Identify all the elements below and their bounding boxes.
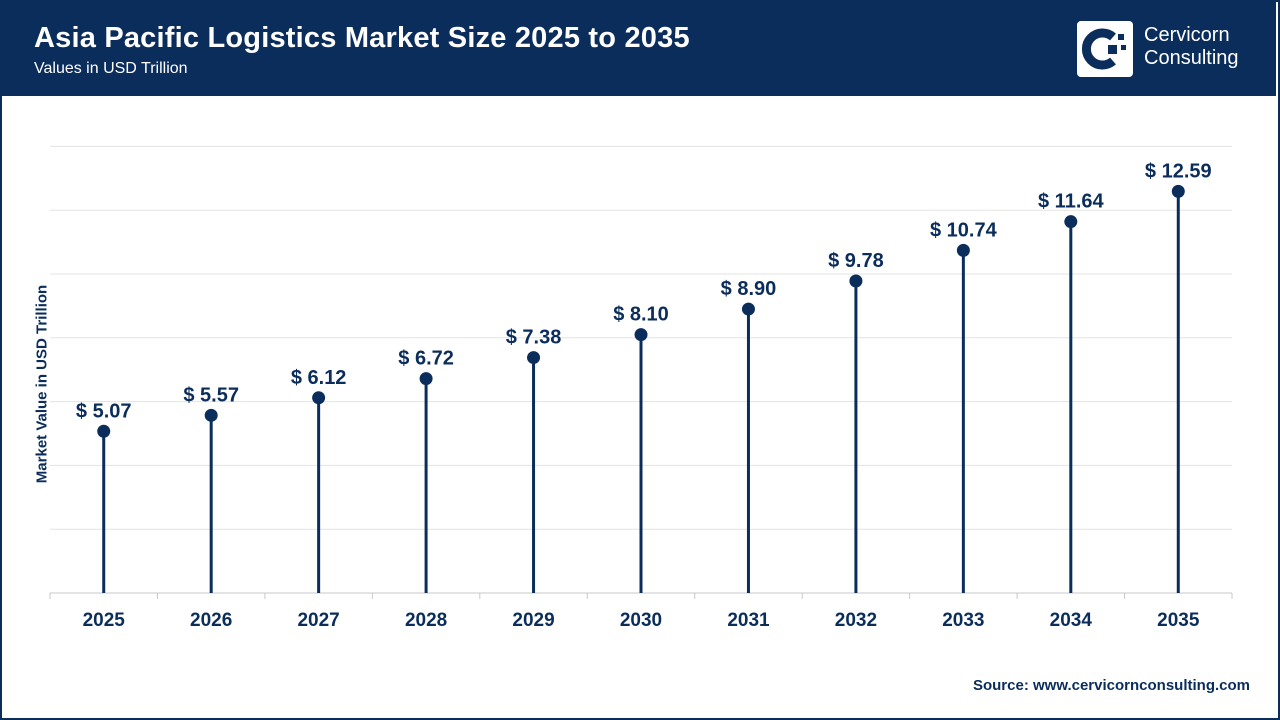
x-tick-label: 2031 [727,610,770,631]
data-point [741,302,755,316]
data-point [312,391,326,405]
x-tick-label: 2028 [405,610,447,631]
x-tick-label: 2030 [620,610,662,631]
data-label: $ 9.78 [828,250,884,272]
x-tick-label: 2033 [942,610,984,631]
cervicorn-logo-icon [1077,21,1133,77]
data-label: $ 6.72 [398,348,454,370]
data-point [527,351,541,365]
chart-subtitle: Values in USD Trillion [34,60,188,77]
data-point [956,243,970,257]
brand-name-line2: Consulting [1144,47,1239,69]
x-tick-label: 2034 [1050,610,1093,631]
data-point [419,372,433,386]
x-tick-label: 2029 [512,610,554,631]
y-axis-label: Market Value in USD Trillion [33,284,51,484]
x-tick-label: 2026 [190,610,232,631]
data-point [204,408,218,422]
data-point [1171,184,1185,198]
chart-title: Asia Pacific Logistics Market Size 2025 … [34,22,690,54]
data-label: $ 5.57 [183,384,239,406]
x-tick-label: 2025 [83,610,126,631]
data-label: $ 7.38 [506,327,562,349]
data-label: $ 8.90 [721,278,777,300]
data-label: $ 10.74 [930,219,998,241]
data-point [1064,215,1078,229]
data-point [849,274,863,288]
x-tick-label: 2035 [1157,610,1200,631]
x-tick-label: 2032 [835,610,877,631]
brand-name: Cervicorn Consulting [1144,24,1239,70]
data-point [97,424,111,438]
source-url[interactable]: www.cervicornconsulting.com [1033,677,1250,694]
brand-name-line1: Cervicorn [1144,24,1230,46]
lollipop-chart: $ 5.07 2025 $ 5.57 2026 $ 6.12 2027 $ 6.72 2028… [49,145,1233,631]
data-label: $ 5.07 [76,400,132,422]
data-label: $ 8.10 [613,304,669,326]
source-note: Source: www.cervicornconsulting.com [973,677,1250,694]
data-label: $ 11.64 [1038,191,1105,213]
x-tick-label: 2027 [297,610,339,631]
data-label: $ 12.59 [1145,160,1212,182]
source-label: Source: [972,677,1029,694]
data-label: $ 6.12 [291,367,347,389]
data-point [634,328,648,342]
header-banner: Asia Pacific Logistics Market Size 2025 … [0,0,1276,96]
